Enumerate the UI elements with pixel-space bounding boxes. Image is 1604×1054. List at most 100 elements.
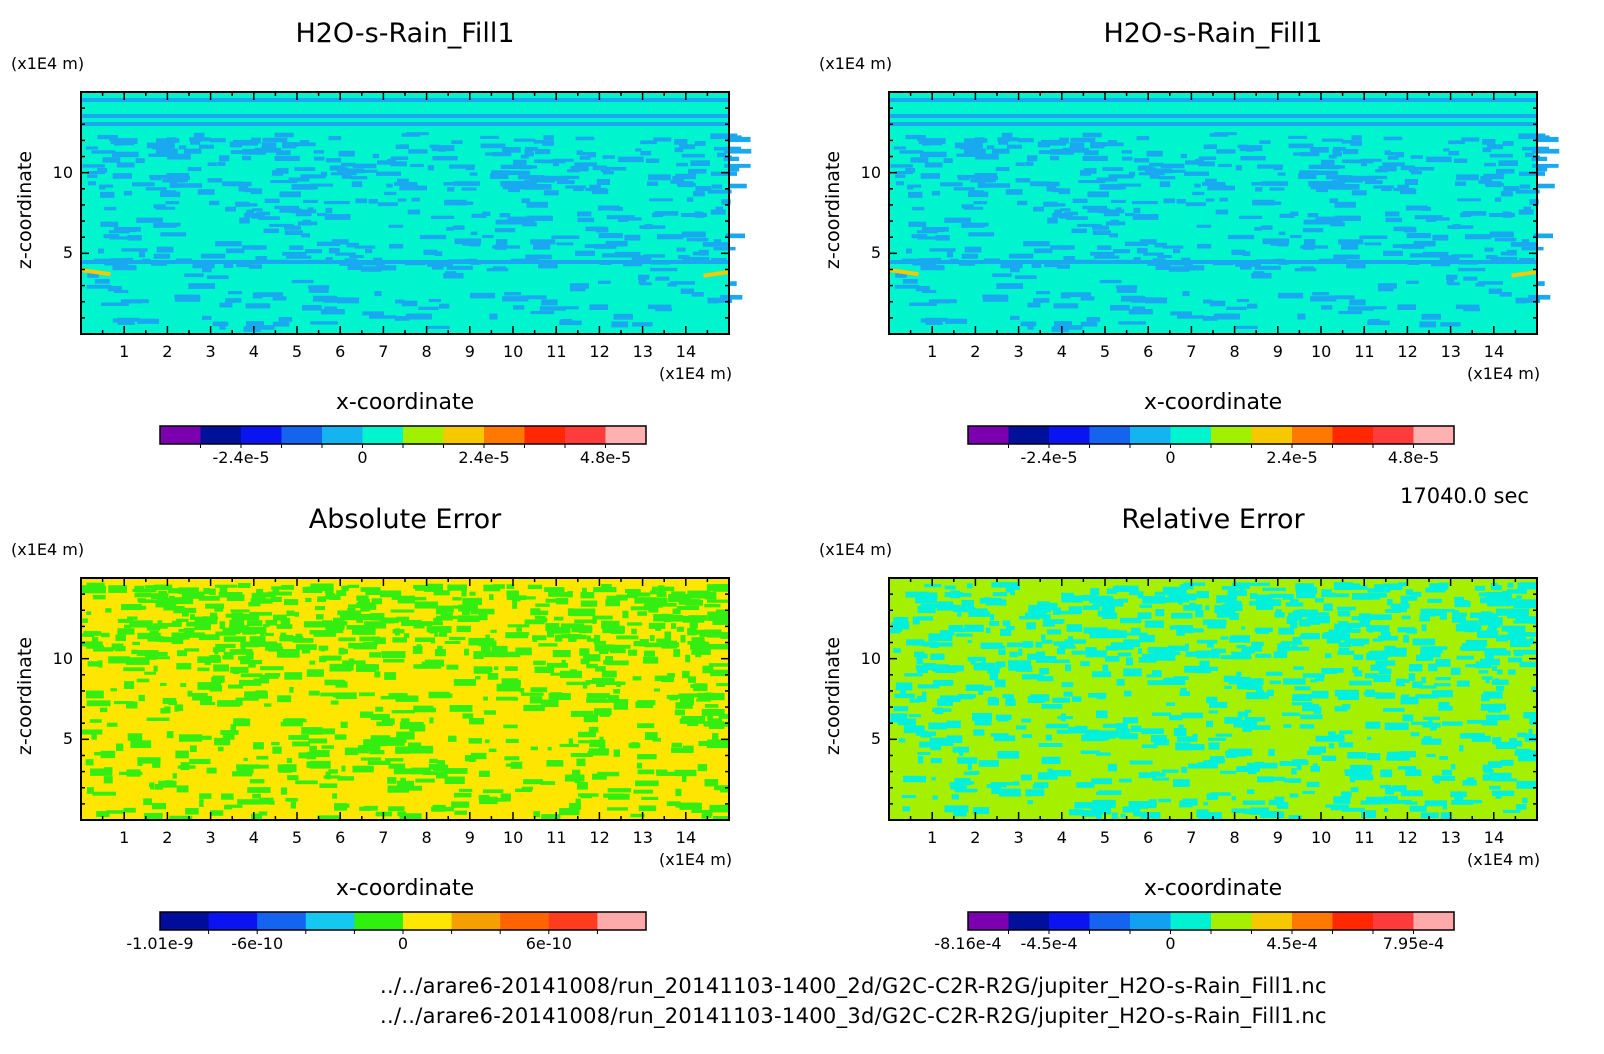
colorbar-segment [1251, 912, 1293, 930]
x-tick-label: 10 [503, 342, 524, 361]
colorbar-segment [1089, 912, 1131, 930]
colorbar-segment [1049, 426, 1090, 444]
x-tick-label: 13 [632, 828, 653, 847]
x-tick-label: 2 [970, 342, 981, 361]
x-tick-label: 13 [632, 342, 653, 361]
y-axis-label: z-coordinate [822, 150, 844, 270]
y-axis-label: z-coordinate [822, 636, 844, 756]
x-tick-label: 4 [1056, 342, 1067, 361]
colorbar-segment [160, 426, 201, 444]
y-unit-label: (x1E4 m) [11, 540, 85, 559]
colorbar-segment [1292, 912, 1333, 930]
colorbar [967, 911, 1455, 934]
colorbar [159, 425, 647, 448]
x-tick-label: 6 [335, 828, 346, 847]
x-tick-label: 11 [1354, 828, 1375, 847]
x-tick-label: 6 [1143, 342, 1154, 361]
x-unit-label: (x1E4 m) [659, 850, 733, 869]
y-unit-label: (x1E4 m) [11, 54, 85, 73]
colorbar-tick-label: 2.4e-5 [1266, 448, 1318, 467]
x-tick-label: 2 [162, 828, 173, 847]
colorbar-tick-label: 4.8e-5 [579, 448, 632, 467]
x-unit-label: (x1E4 m) [1467, 364, 1541, 383]
x-tick-label: 3 [205, 828, 216, 847]
x-tick-label: 3 [1013, 828, 1024, 847]
y-tick-label: 10 [860, 162, 881, 182]
colorbar-segment [1332, 912, 1374, 930]
y-tick-label: 5 [62, 243, 73, 263]
y-tick-label: 10 [52, 648, 73, 668]
x-tick-label: 1 [927, 828, 938, 847]
colorbar-tick-label: 7.95e-4 [1382, 934, 1445, 953]
colorbar-tick-label: 0 [397, 934, 409, 953]
x-unit-label: (x1E4 m) [1467, 850, 1541, 869]
colorbar-tick-label: 2.4e-5 [458, 448, 510, 467]
x-axis-label: x-coordinate [335, 390, 475, 415]
colorbar-segment [362, 426, 404, 444]
colorbar-tick-label: -2.4e-5 [212, 448, 270, 467]
x-tick-label: 9 [1272, 828, 1283, 847]
chart-title: H2O-s-Rain_Fill1 [1103, 18, 1323, 49]
y-tick-label: 10 [52, 162, 73, 182]
colorbar-segment [403, 912, 453, 930]
y-tick-label: 5 [62, 729, 73, 749]
colorbar-tick-label: -1.01e-9 [126, 934, 194, 953]
x-tick-label: 12 [1397, 342, 1418, 361]
x-tick-label: 5 [1099, 828, 1111, 847]
x-tick-label: 1 [927, 342, 938, 361]
colorbar-segment [484, 426, 525, 444]
colorbar-segment [1170, 426, 1212, 444]
footer-path-2d: ../../arare6-20141008/run_20141103-1400_… [380, 974, 1327, 998]
x-tick-label: 14 [1483, 828, 1505, 847]
x-tick-label: 8 [421, 342, 432, 361]
x-tick-label: 5 [291, 828, 303, 847]
x-tick-label: 10 [1311, 828, 1332, 847]
chart-title: H2O-s-Rain_Fill1 [295, 18, 515, 49]
colorbar-segment [1373, 912, 1414, 930]
colorbar-segment [605, 426, 647, 444]
y-axis-label: z-coordinate [14, 150, 36, 270]
x-tick-label: 2 [970, 828, 981, 847]
colorbar-segment [1373, 426, 1414, 444]
colorbar-segment [1413, 426, 1455, 444]
panel-1 [80, 91, 752, 448]
x-tick-label: 9 [1272, 342, 1283, 361]
colorbar-segment [500, 912, 550, 930]
x-tick-label: 10 [503, 828, 524, 847]
x-tick-label: 12 [589, 342, 610, 361]
colorbar-tick-label: 6e-10 [525, 934, 572, 953]
x-tick-label: 14 [675, 342, 697, 361]
colorbar-segment [1089, 426, 1131, 444]
x-tick-label: 11 [1354, 342, 1375, 361]
x-unit-label: (x1E4 m) [659, 364, 733, 383]
chart-title: Absolute Error [308, 504, 502, 535]
colorbar-segment [200, 426, 242, 444]
colorbar-segment [160, 912, 210, 930]
colorbar-segment [597, 912, 647, 930]
x-tick-label: 13 [1440, 342, 1461, 361]
heatmap-pattern [81, 582, 729, 820]
x-tick-label: 1 [119, 828, 130, 847]
y-tick-label: 10 [860, 648, 881, 668]
x-tick-label: 2 [162, 342, 173, 361]
colorbar-segment [524, 426, 566, 444]
x-axis-label: x-coordinate [1143, 390, 1283, 415]
colorbar-tick-label: -6e-10 [231, 934, 284, 953]
colorbar-tick-label: 0 [357, 448, 368, 467]
colorbar-segment [443, 426, 485, 444]
colorbar-segment [1413, 912, 1455, 930]
axis-ticks [81, 578, 729, 820]
colorbar-segment [548, 912, 598, 930]
colorbar-tick-label: -4.5e-4 [1020, 934, 1078, 953]
colorbar-segment [1170, 912, 1212, 930]
x-tick-label: 8 [1229, 828, 1240, 847]
x-tick-label: 11 [546, 342, 567, 361]
x-tick-label: 13 [1440, 828, 1461, 847]
x-tick-label: 3 [1013, 342, 1024, 361]
y-unit-label: (x1E4 m) [819, 540, 893, 559]
x-tick-label: 7 [378, 828, 389, 847]
heatmap-pattern [888, 98, 1560, 332]
x-tick-label: 1 [119, 342, 130, 361]
colorbar-segment [565, 426, 606, 444]
